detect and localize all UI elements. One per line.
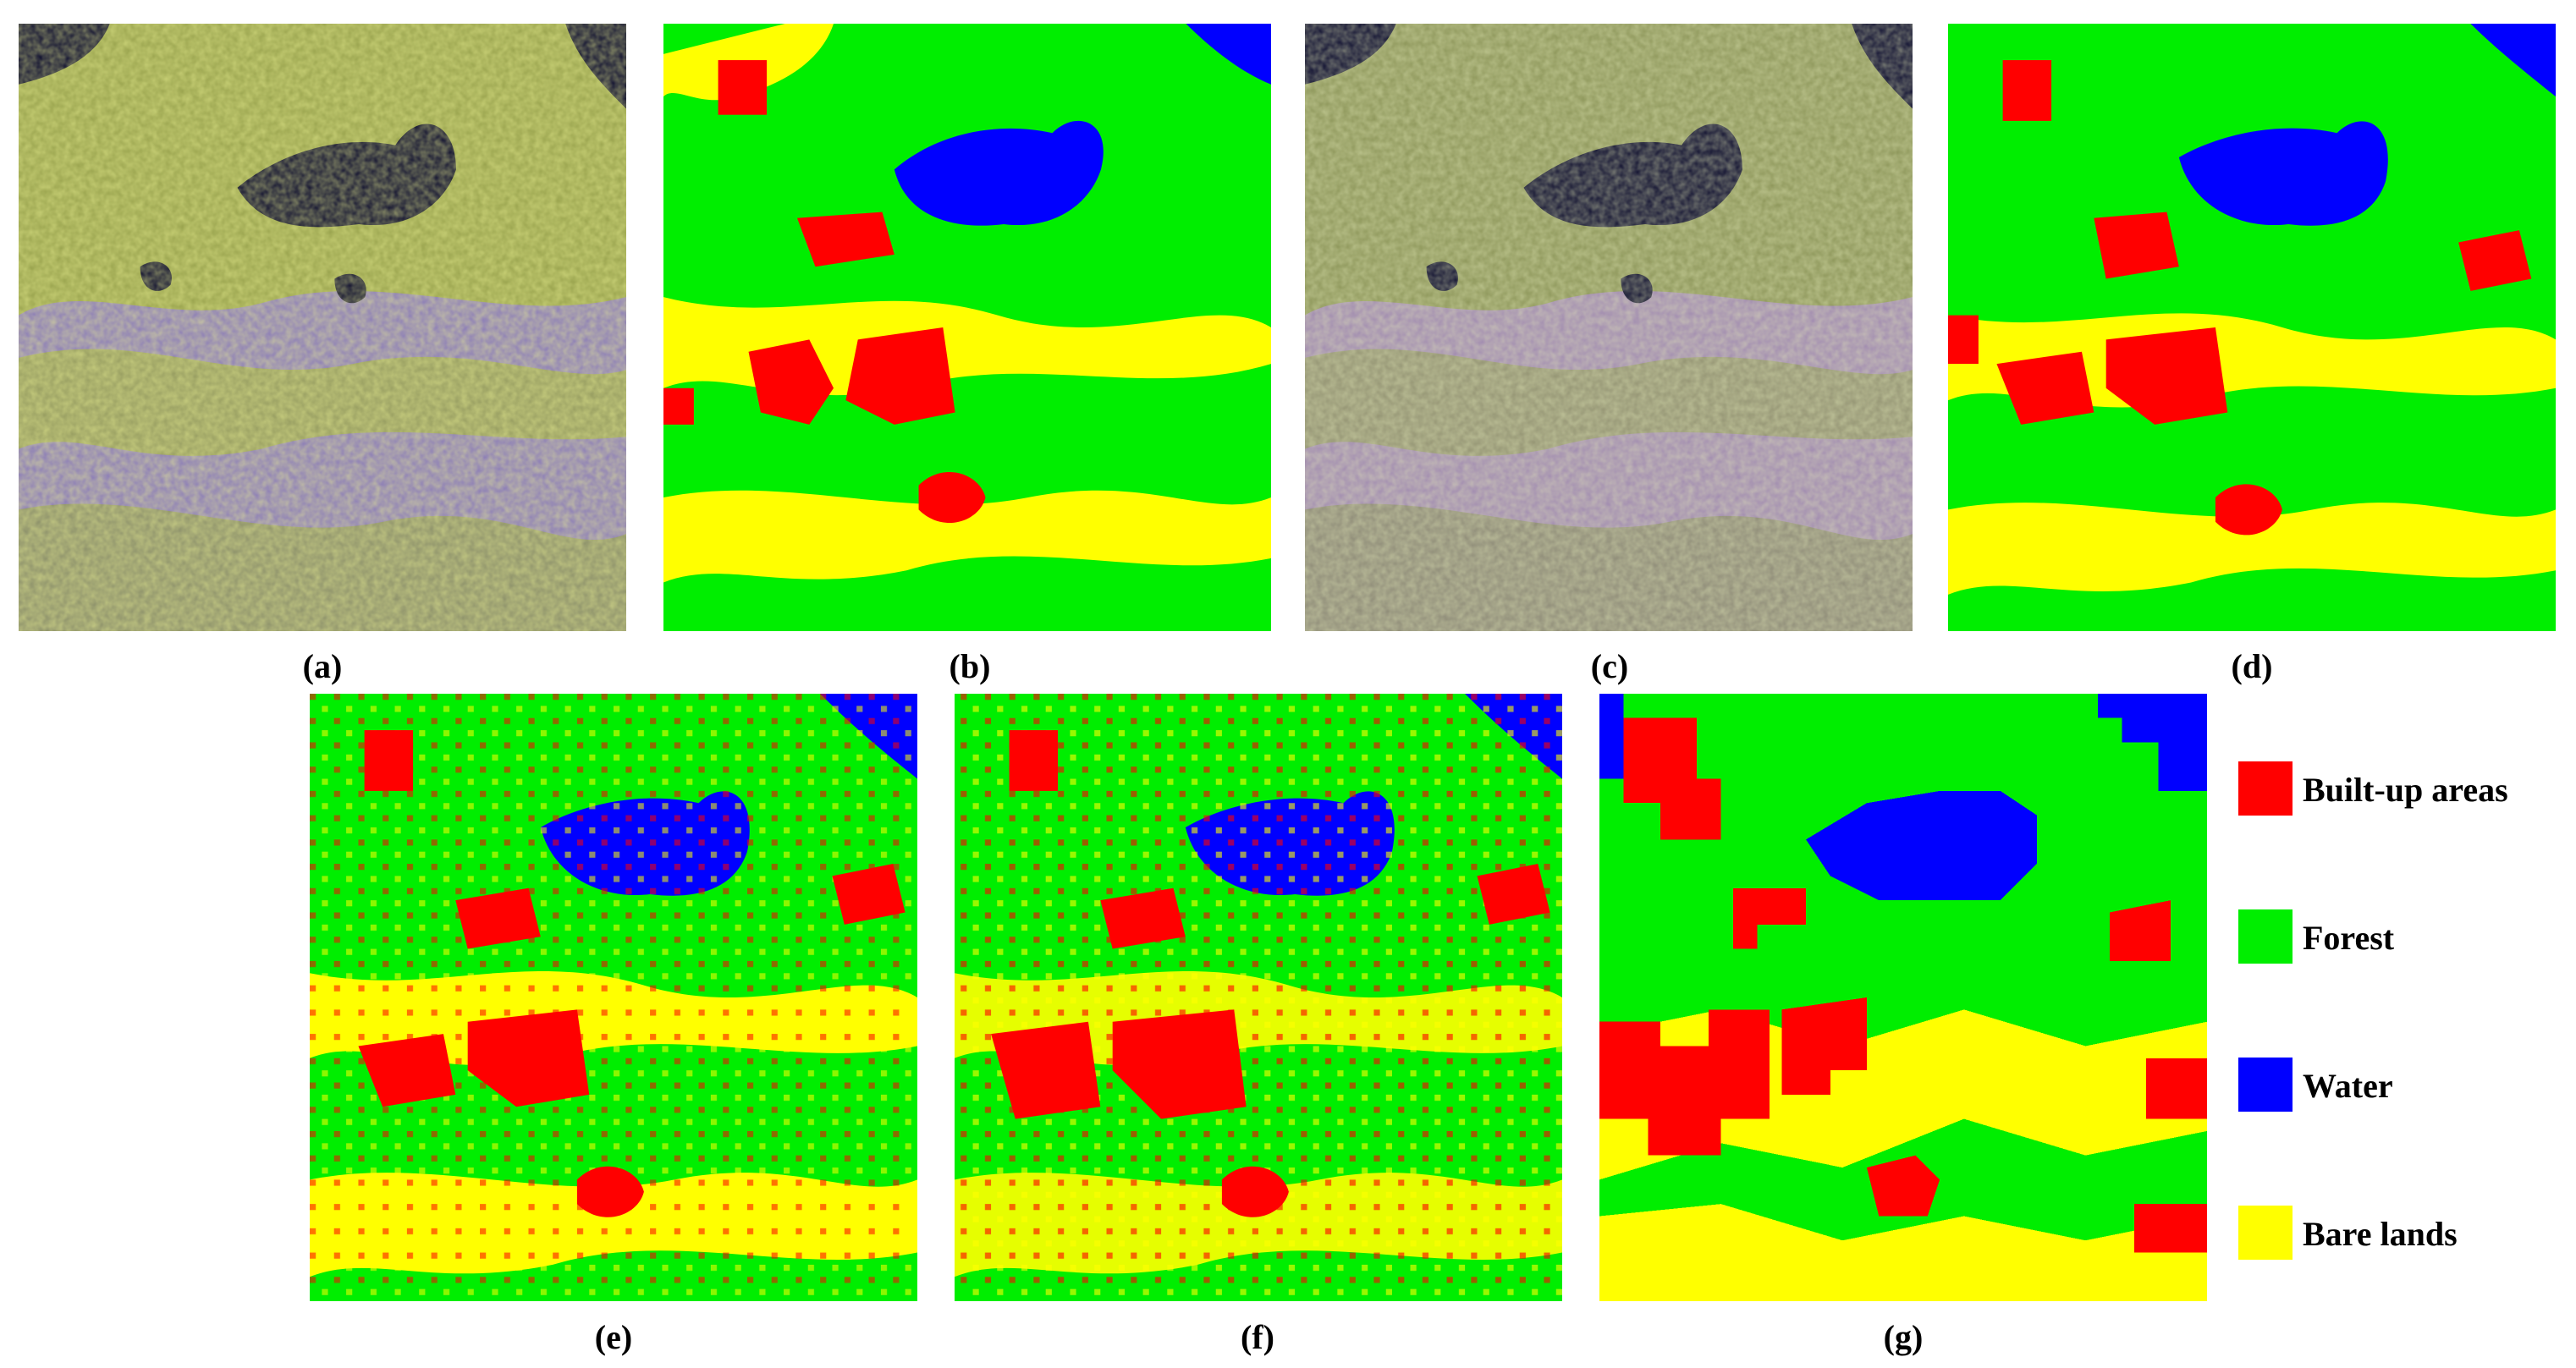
legend-label-forest: Forest	[2303, 919, 2395, 957]
panel-e-caption: (e)	[594, 1318, 633, 1356]
panel-e-classification-map	[310, 694, 917, 1301]
legend-swatch-built-up	[2238, 761, 2293, 816]
panel-b-caption: (b)	[949, 647, 991, 685]
panel-d-caption: (d)	[2231, 647, 2273, 685]
panel-e-svg	[310, 694, 917, 1301]
panel-c-satellite-image	[1305, 24, 1913, 631]
legend-swatch-water	[2238, 1058, 2293, 1112]
legend-item-built-up: Built-up areas	[2238, 761, 2564, 821]
panel-b-svg	[663, 24, 1271, 631]
legend-swatch-forest	[2238, 909, 2293, 964]
panel-g-caption: (g)	[1883, 1318, 1924, 1356]
legend-label-water: Water	[2303, 1067, 2393, 1105]
panel-g-svg	[1599, 694, 2207, 1301]
panel-a-satellite-image	[19, 24, 626, 631]
panel-d-classification-map	[1948, 24, 2556, 631]
panel-f-classification-map	[955, 694, 1562, 1301]
panel-f-svg	[955, 694, 1562, 1301]
legend-item-bare: Bare lands	[2238, 1206, 2564, 1265]
legend-item-forest: Forest	[2238, 909, 2564, 969]
panel-d-svg	[1948, 24, 2556, 631]
panel-b-classification-map	[663, 24, 1271, 631]
panel-f-caption: (f)	[1241, 1318, 1274, 1356]
legend-item-water: Water	[2238, 1058, 2564, 1117]
panel-g-classification-map	[1599, 694, 2207, 1301]
legend-label-bare: Bare lands	[2303, 1215, 2458, 1253]
legend-swatch-bare	[2238, 1206, 2293, 1260]
panel-c-caption: (c)	[1590, 647, 1629, 685]
panel-a-svg	[19, 24, 626, 631]
panel-c-svg	[1305, 24, 1913, 631]
legend-label-built-up: Built-up areas	[2303, 771, 2508, 809]
panel-a-caption: (a)	[302, 647, 343, 685]
legend: Built-up areas Forest Water Bare lands	[2238, 736, 2564, 1261]
